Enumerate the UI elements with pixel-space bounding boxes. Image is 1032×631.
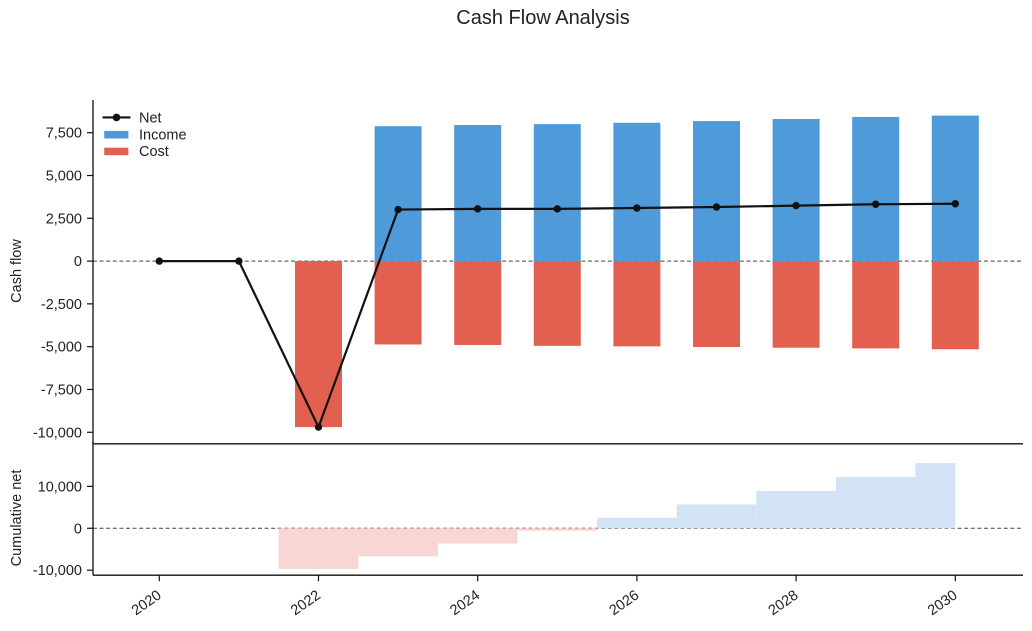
svg-text:5,000: 5,000 [46, 169, 82, 185]
svg-text:2,500: 2,500 [46, 211, 82, 227]
svg-text:0: 0 [74, 521, 82, 537]
svg-text:Net: Net [139, 110, 162, 126]
svg-text:Cash Flow Analysis: Cash Flow Analysis [456, 7, 629, 29]
svg-text:Income: Income [139, 127, 187, 143]
svg-text:10,000: 10,000 [38, 479, 82, 495]
svg-text:Cumulative net: Cumulative net [9, 470, 25, 567]
svg-text:Cost: Cost [139, 144, 169, 160]
svg-text:-7,500: -7,500 [41, 382, 82, 398]
svg-text:-5,000: -5,000 [41, 340, 82, 356]
svg-text:-2,500: -2,500 [41, 297, 82, 313]
svg-text:0: 0 [74, 254, 82, 270]
svg-text:7,500: 7,500 [46, 126, 82, 142]
svg-text:Cash flow: Cash flow [9, 239, 25, 303]
svg-text:-10,000: -10,000 [33, 425, 82, 441]
svg-text:-10,000: -10,000 [33, 563, 82, 579]
